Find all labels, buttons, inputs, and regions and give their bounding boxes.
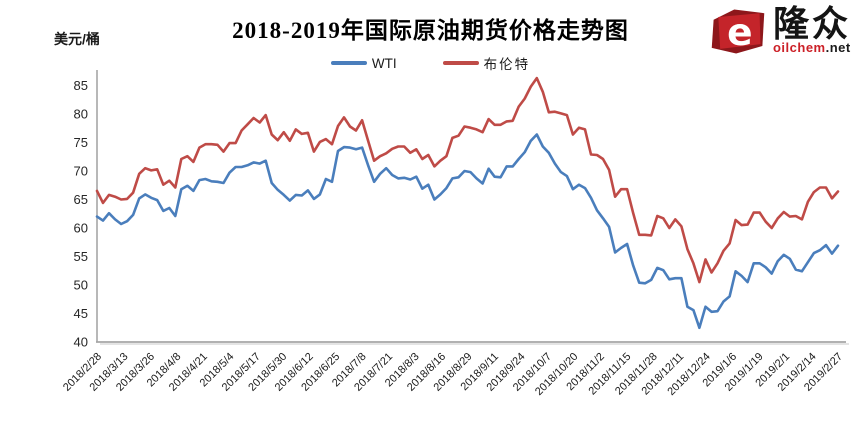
y-tick-label: 85 [74,78,88,93]
y-tick-label: 50 [74,278,88,293]
y-tick-label: 65 [74,192,88,207]
logo-e-cube-icon: e [711,9,765,54]
brand-domain-oilchem: oilchem [772,39,826,55]
legend-item-brent: 布伦特 [442,53,531,73]
chart-legend: WTI 布伦特 [0,53,861,73]
brand-domain: oilchem.net [773,40,851,55]
y-tick-label: 40 [74,335,88,350]
wti-legend-label: WTI [371,55,397,71]
legend-item-wti: WTI [330,55,397,71]
brand-name: 隆众 [772,3,851,44]
svg-text:e: e [727,10,752,54]
y-tick-label: 75 [74,135,88,150]
chart-title: 2018-2019年国际原油期货价格走势图 [232,18,629,43]
brand-domain-net: .net [825,39,851,55]
brand-text-block: 隆众 oilchem.net [772,3,851,55]
brent-legend-label: 布伦特 [483,57,531,72]
y-tick-label: 70 [74,164,88,179]
wti-line [95,133,840,330]
y-axis-unit-label: 美元/桶 [54,31,100,47]
y-tick-label: 45 [74,306,88,321]
y-tick-label: 55 [74,249,88,264]
y-tick-label: 60 [74,221,88,236]
y-tick-label: 80 [74,107,88,122]
wti-legend-swatch [330,60,367,66]
brent-line [95,76,840,284]
brand-logo: e 隆众 oilchem.net [708,3,851,56]
brent-legend-swatch [442,60,479,66]
